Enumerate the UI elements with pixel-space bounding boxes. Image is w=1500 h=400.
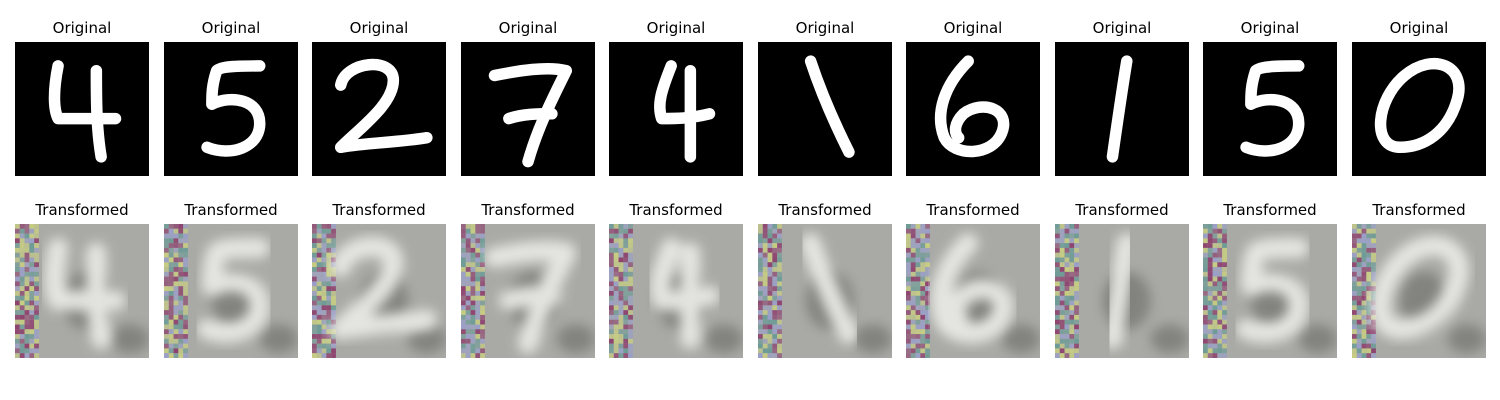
transformed-image <box>906 224 1040 358</box>
transformed-digit-1 <box>758 224 892 358</box>
transformed-title: Transformed <box>184 201 278 219</box>
transformed-title: Transformed <box>778 201 872 219</box>
original-title: Original <box>498 19 558 37</box>
transformed-image <box>164 224 298 358</box>
transformed-digit-7 <box>461 224 595 358</box>
transformed-digit-0 <box>1352 224 1486 358</box>
transformed-title: Transformed <box>1372 201 1466 219</box>
transformed-title: Transformed <box>629 201 723 219</box>
original-image <box>1352 42 1486 176</box>
transformed-digit-6 <box>906 224 1040 358</box>
original-title: Original <box>1092 19 1152 37</box>
original-image <box>1055 42 1189 176</box>
transformed-digit-5 <box>164 224 298 358</box>
transformed-image <box>609 224 743 358</box>
transformed-image <box>1352 224 1486 358</box>
original-image <box>164 42 298 176</box>
transformed-image <box>312 224 446 358</box>
original-title: Original <box>795 19 855 37</box>
original-digit-4 <box>15 42 149 176</box>
original-digit-5 <box>164 42 298 176</box>
transformed-image <box>461 224 595 358</box>
original-title: Original <box>1389 19 1449 37</box>
original-title: Original <box>349 19 409 37</box>
original-image <box>758 42 892 176</box>
transformed-title: Transformed <box>481 201 575 219</box>
transformed-title: Transformed <box>1223 201 1317 219</box>
original-image <box>15 42 149 176</box>
original-title: Original <box>201 19 261 37</box>
original-title: Original <box>1240 19 1300 37</box>
original-image <box>461 42 595 176</box>
original-digit-2 <box>312 42 446 176</box>
transformed-digit-4 <box>609 224 743 358</box>
original-digit-7 <box>461 42 595 176</box>
original-digit-6 <box>906 42 1040 176</box>
original-digit-1 <box>1055 42 1189 176</box>
transformed-image <box>1203 224 1337 358</box>
transformed-title: Transformed <box>332 201 426 219</box>
original-image <box>609 42 743 176</box>
original-title: Original <box>52 19 112 37</box>
original-digit-5 <box>1203 42 1337 176</box>
transformed-title: Transformed <box>1075 201 1169 219</box>
original-image <box>906 42 1040 176</box>
transformed-image <box>758 224 892 358</box>
transformed-digit-2 <box>312 224 446 358</box>
transformed-image <box>15 224 149 358</box>
transformed-image <box>1055 224 1189 358</box>
original-digit-1 <box>758 42 892 176</box>
original-title: Original <box>943 19 1003 37</box>
transformed-title: Transformed <box>35 201 129 219</box>
original-digit-0 <box>1352 42 1486 176</box>
original-image <box>1203 42 1337 176</box>
transformed-digit-5 <box>1203 224 1337 358</box>
original-image <box>312 42 446 176</box>
transformed-digit-4 <box>15 224 149 358</box>
original-digit-4 <box>609 42 743 176</box>
original-title: Original <box>646 19 706 37</box>
transformed-digit-1 <box>1055 224 1189 358</box>
transformed-title: Transformed <box>926 201 1020 219</box>
